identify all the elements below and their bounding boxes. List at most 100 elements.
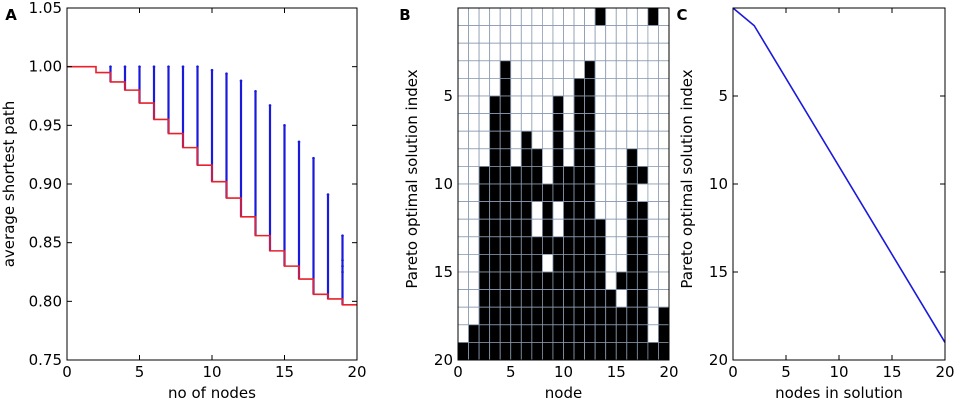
heatmap-cell xyxy=(658,201,670,220)
heatmap-cell xyxy=(573,113,585,132)
heatmap-cell xyxy=(647,60,659,79)
heatmap-cell xyxy=(552,113,564,132)
heatmap-cell xyxy=(658,236,670,255)
heatmap-cell xyxy=(636,25,649,44)
heatmap-cell xyxy=(615,236,628,255)
heatmap-cell xyxy=(647,236,659,255)
heatmap-cell xyxy=(563,253,575,273)
heatmap-cell xyxy=(573,253,585,273)
heatmap-cell xyxy=(584,236,596,255)
x-axis-label: nodes in solution xyxy=(775,384,903,402)
heatmap-cell xyxy=(658,42,670,62)
heatmap-cell xyxy=(647,78,659,97)
heatmap-cell xyxy=(615,324,628,343)
heatmap-cell xyxy=(499,324,512,343)
heatmap-cell xyxy=(594,60,607,79)
heatmap-cell xyxy=(531,341,543,361)
sample-point xyxy=(210,68,214,72)
heatmap-cell xyxy=(489,25,501,44)
heatmap-cell xyxy=(499,130,512,150)
heatmap-cell xyxy=(468,25,480,44)
heatmap-cell xyxy=(584,341,596,361)
heatmap-cell xyxy=(520,60,533,79)
y-axis-label: Pareto optimal solution index xyxy=(678,69,696,288)
heatmap-cell xyxy=(605,42,617,62)
heatmap-cell xyxy=(520,148,533,167)
x-tick-label: 5 xyxy=(781,363,791,381)
heatmap-cell xyxy=(520,165,533,185)
heatmap-cell xyxy=(615,78,628,97)
heatmap-cell xyxy=(510,130,522,150)
heatmap-cell xyxy=(531,148,543,167)
heatmap-cell xyxy=(552,25,564,44)
heatmap-cell xyxy=(468,341,480,361)
heatmap-cell xyxy=(636,324,649,343)
heatmap-cell xyxy=(499,148,512,167)
heatmap-cell xyxy=(542,289,554,308)
heatmap-cell xyxy=(594,42,607,62)
heatmap-cell xyxy=(605,253,617,273)
heatmap-cell xyxy=(457,236,469,255)
heatmap-cell xyxy=(563,341,575,361)
heatmap-cell xyxy=(489,113,501,132)
heatmap-cell xyxy=(584,42,596,62)
heatmap-cell xyxy=(626,60,638,79)
heatmap-cell xyxy=(478,289,491,308)
heatmap-cell xyxy=(584,95,596,115)
sample-point xyxy=(196,65,199,68)
heatmap-cell xyxy=(510,183,522,203)
heatmap-cell xyxy=(478,42,491,62)
heatmap-cell xyxy=(552,78,564,97)
heatmap-cell xyxy=(584,113,596,132)
heatmap-cell xyxy=(563,165,575,185)
heatmap-cell xyxy=(626,324,638,343)
heatmap-cell xyxy=(594,183,607,203)
heatmap-cell xyxy=(626,25,638,44)
heatmap-cell xyxy=(658,218,670,238)
sample-point xyxy=(341,234,344,237)
heatmap-cell xyxy=(584,130,596,150)
x-tick-label: 0 xyxy=(453,363,463,381)
heatmap-cell xyxy=(647,324,659,343)
sample-point xyxy=(167,65,170,68)
panel-label-c: C xyxy=(676,6,687,24)
heatmap-cell xyxy=(573,148,585,167)
heatmap-cell xyxy=(499,218,512,238)
heatmap-cell xyxy=(605,95,617,115)
heatmap-cell xyxy=(468,289,480,308)
heatmap-cell xyxy=(468,218,480,238)
x-tick-label: 20 xyxy=(935,363,954,381)
heatmap-cell xyxy=(594,236,607,255)
heatmap-cell xyxy=(563,7,575,27)
heatmap-cell xyxy=(636,95,649,115)
heatmap-cell xyxy=(594,306,607,326)
heatmap-cell xyxy=(658,253,670,273)
heatmap-cell xyxy=(605,7,617,27)
heatmap-cell xyxy=(499,183,512,203)
heatmap-cell xyxy=(510,253,522,273)
heatmap-cell xyxy=(615,306,628,326)
heatmap-cell xyxy=(510,78,522,97)
heatmap-cell xyxy=(489,341,501,361)
heatmap-cell xyxy=(563,201,575,220)
heatmap-cell xyxy=(468,253,480,273)
heatmap-cell xyxy=(584,271,596,291)
heatmap-cell xyxy=(510,60,522,79)
heatmap-cell xyxy=(457,113,469,132)
panel-label-b: B xyxy=(399,6,410,24)
heatmap-cell xyxy=(499,271,512,291)
heatmap-cell xyxy=(510,236,522,255)
heatmap-cell xyxy=(468,306,480,326)
heatmap-cell xyxy=(584,25,596,44)
heatmap-cell xyxy=(636,236,649,255)
heatmap-cell xyxy=(594,130,607,150)
heatmap-cell xyxy=(510,7,522,27)
heatmap-cell xyxy=(478,7,491,27)
heatmap-cell xyxy=(573,25,585,44)
heatmap-cell xyxy=(563,60,575,79)
heatmap-cell xyxy=(499,201,512,220)
heatmap-cell xyxy=(499,7,512,27)
heatmap-cell xyxy=(636,271,649,291)
heatmap-cell xyxy=(468,78,480,97)
heatmap-cell xyxy=(457,289,469,308)
